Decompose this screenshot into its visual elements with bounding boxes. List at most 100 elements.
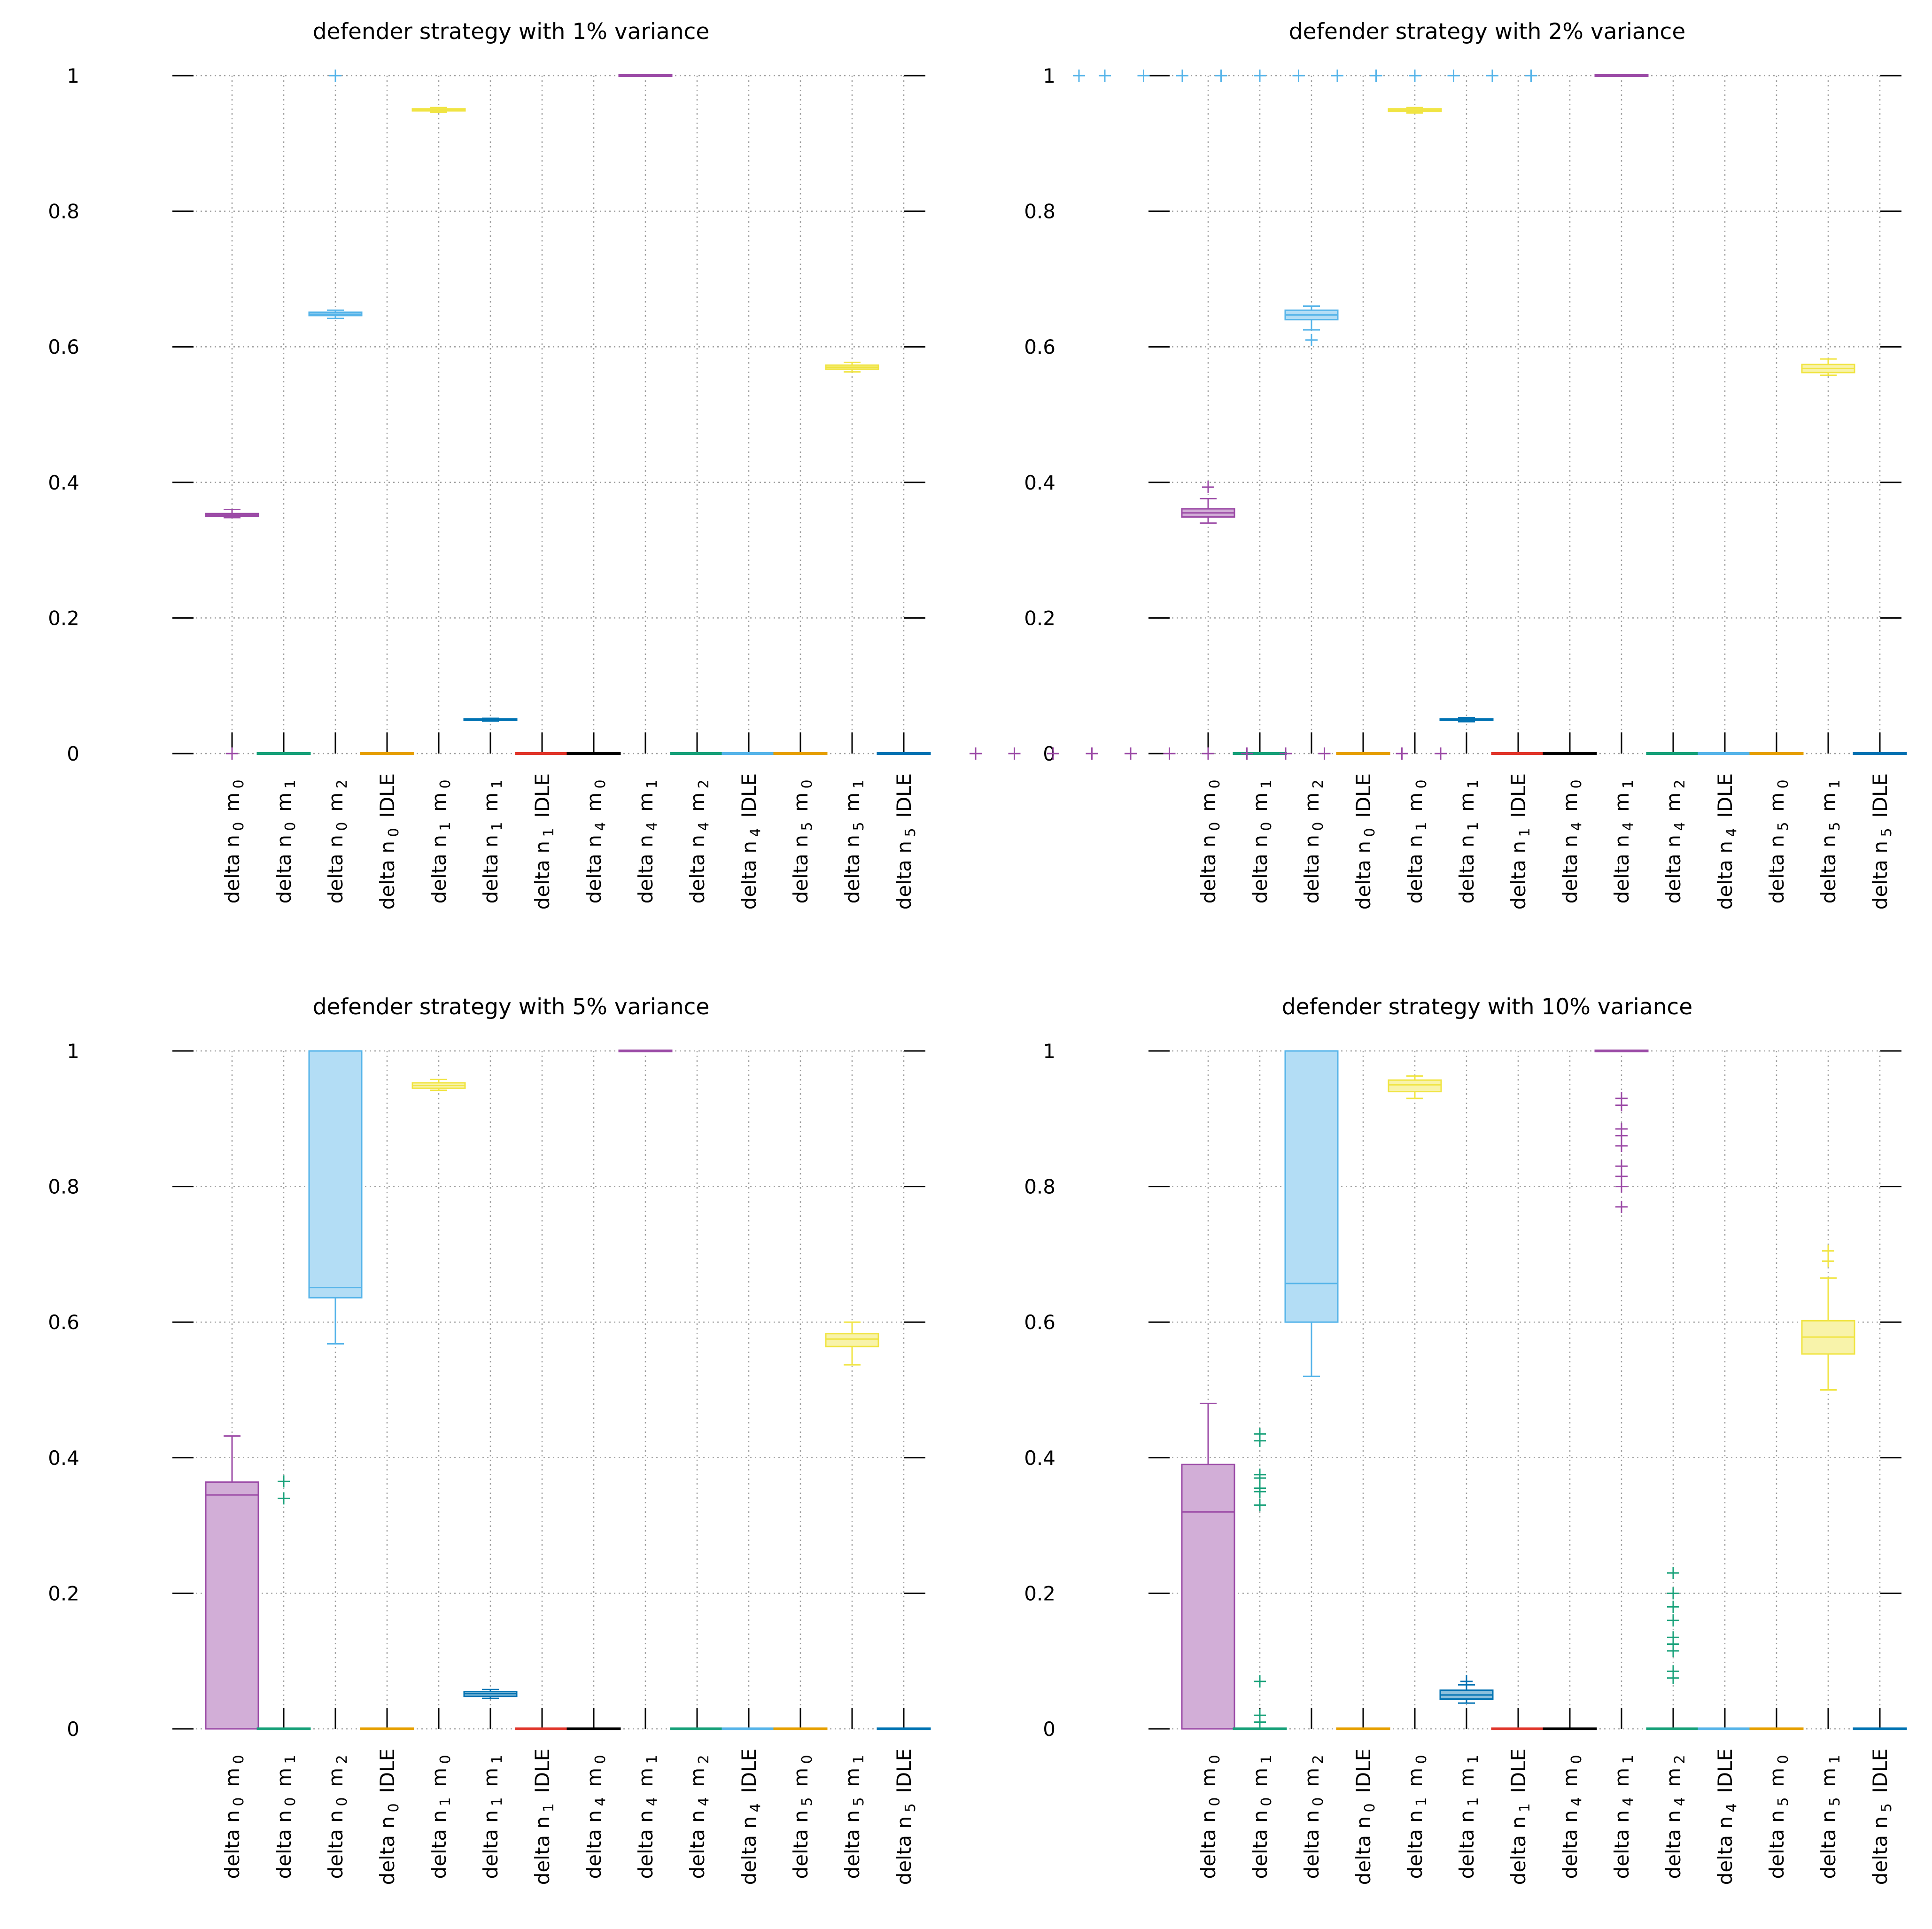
x-tick-label: delta n 0 m 2 bbox=[324, 773, 350, 903]
outlier-point bbox=[1667, 1614, 1679, 1627]
box-10 bbox=[670, 1727, 724, 1730]
box-5 bbox=[411, 1079, 466, 1091]
x-tick-label: delta n 1 m 1 bbox=[479, 773, 505, 903]
box-3 bbox=[1284, 1050, 1339, 1377]
y-tick-label: 1 bbox=[67, 64, 79, 87]
stray-point bbox=[1215, 70, 1227, 82]
x-tick-label: delta n 1 m 1 bbox=[479, 1749, 505, 1879]
stray-point bbox=[970, 747, 982, 760]
stray-point bbox=[1370, 70, 1382, 82]
x-tick-label: delta n 0 m 2 bbox=[1300, 1749, 1327, 1879]
box-11 bbox=[722, 1727, 776, 1730]
outlier-point bbox=[1667, 1587, 1679, 1600]
stray-point bbox=[1396, 747, 1408, 760]
outlier-point bbox=[1615, 1140, 1628, 1152]
y-tick-label: 0.2 bbox=[1024, 607, 1055, 630]
x-tick-label: delta n 4 IDLE bbox=[1714, 1749, 1740, 1885]
y-tick-label: 1 bbox=[1043, 1040, 1055, 1063]
box-11 bbox=[1698, 1727, 1752, 1730]
box-12 bbox=[773, 1727, 828, 1730]
y-tick-label: 0 bbox=[1043, 1718, 1055, 1741]
box-14 bbox=[877, 752, 931, 755]
x-tick-label: delta n 0 m 1 bbox=[1249, 1749, 1275, 1879]
stray-point bbox=[1241, 747, 1253, 760]
x-tick-label: delta n 1 IDLE bbox=[531, 1749, 557, 1885]
y-tick-label: 0.8 bbox=[1024, 200, 1055, 223]
y-tick-label: 0.6 bbox=[48, 1311, 79, 1334]
y-tick-label: 0.2 bbox=[1024, 1582, 1055, 1605]
x-tick-label: delta n 0 m 1 bbox=[272, 773, 299, 903]
y-tick-label: 0.6 bbox=[48, 335, 79, 358]
x-tick-label: delta n 4 m 2 bbox=[1662, 773, 1688, 903]
stray-point bbox=[1137, 70, 1150, 82]
y-tick-label: 0.4 bbox=[1024, 1447, 1055, 1470]
x-tick-label: delta n 4 m 0 bbox=[582, 1749, 609, 1879]
stray-point bbox=[1318, 747, 1331, 760]
box-7 bbox=[515, 752, 569, 755]
x-tick-label: delta n 0 IDLE bbox=[376, 773, 402, 910]
x-tick-label: delta n 0 IDLE bbox=[1352, 773, 1378, 910]
x-tick-label: delta n 1 IDLE bbox=[1507, 1749, 1533, 1885]
box-5 bbox=[1388, 1075, 1442, 1099]
box-1 bbox=[1181, 1402, 1235, 1730]
outlier-point bbox=[1254, 1675, 1266, 1688]
x-tick-label: delta n 5 m 1 bbox=[1817, 773, 1843, 903]
chart-title-10pct: defender strategy with 10% variance bbox=[1281, 994, 1693, 1020]
box-1 bbox=[205, 509, 259, 760]
box-2 bbox=[256, 752, 311, 755]
box-12 bbox=[773, 752, 828, 755]
chart-panel-1: 0 0.2 0.4 0.6 0.8 1 delta n 0 m 0 delta n 0 m … bbox=[48, 64, 931, 910]
box-6 bbox=[1439, 717, 1494, 723]
box-4 bbox=[1336, 1727, 1390, 1730]
outlier-point bbox=[1254, 1499, 1266, 1511]
outlier-point bbox=[226, 747, 238, 760]
box-13 bbox=[825, 361, 879, 373]
box-6 bbox=[1439, 1675, 1494, 1704]
stray-point bbox=[1435, 747, 1447, 760]
x-tick-label: delta n 4 m 2 bbox=[1662, 1749, 1688, 1879]
box-12 bbox=[1749, 1727, 1804, 1730]
x-tick-label: delta n 4 IDLE bbox=[737, 773, 764, 910]
x-tick-label: delta n 4 m 1 bbox=[634, 773, 660, 903]
box-9 bbox=[1594, 1050, 1649, 1213]
stray-point bbox=[1280, 747, 1292, 760]
outlier-point bbox=[1615, 1099, 1628, 1112]
box-8 bbox=[566, 1727, 621, 1730]
box-10 bbox=[1646, 1567, 1700, 1730]
y-tick-label: 0.4 bbox=[48, 471, 79, 494]
box-8 bbox=[1543, 1727, 1597, 1730]
x-tick-label: delta n 4 IDLE bbox=[737, 1749, 764, 1885]
box-12 bbox=[1749, 752, 1804, 755]
box-2 bbox=[256, 1475, 311, 1730]
x-tick-label: delta n 0 m 1 bbox=[272, 1749, 299, 1879]
x-tick-label: delta n 1 IDLE bbox=[1507, 773, 1533, 910]
x-tick-label: delta n 0 m 0 bbox=[221, 773, 247, 903]
y-tick-label: 0 bbox=[67, 1718, 79, 1741]
box-2 bbox=[1233, 1428, 1287, 1730]
box-11 bbox=[722, 752, 776, 755]
box-8 bbox=[566, 752, 621, 755]
x-tick-label: delta n 4 m 0 bbox=[1559, 773, 1585, 903]
y-tick-label: 0.2 bbox=[48, 607, 79, 630]
x-tick-label: delta n 0 m 0 bbox=[1197, 773, 1223, 903]
outlier-point bbox=[1254, 1485, 1266, 1498]
x-tick-label: delta n 1 m 0 bbox=[427, 1749, 454, 1879]
stray-point bbox=[1176, 70, 1188, 82]
box-10 bbox=[1646, 752, 1700, 755]
y-tick-label: 0.6 bbox=[1024, 1311, 1055, 1334]
x-tick-label: delta n 1 IDLE bbox=[531, 773, 557, 910]
x-tick-label: delta n 5 IDLE bbox=[892, 773, 919, 910]
box-body bbox=[1284, 1050, 1339, 1323]
box-5 bbox=[411, 107, 466, 113]
x-tick-label: delta n 0 IDLE bbox=[1352, 1749, 1378, 1885]
x-tick-label: delta n 1 m 0 bbox=[427, 773, 454, 903]
chart-panel-3: 0 0.2 0.4 0.6 0.8 1 delta n 0 m 0 delta n 0 m … bbox=[48, 1040, 931, 1885]
x-tick-label: delta n 0 m 1 bbox=[1249, 773, 1275, 903]
outlier-point bbox=[1667, 1601, 1679, 1613]
box-3 bbox=[308, 70, 363, 319]
y-tick-label: 0.6 bbox=[1024, 335, 1055, 358]
stray-point bbox=[1409, 70, 1421, 82]
chart-title-2pct: defender strategy with 2% variance bbox=[1288, 19, 1686, 45]
